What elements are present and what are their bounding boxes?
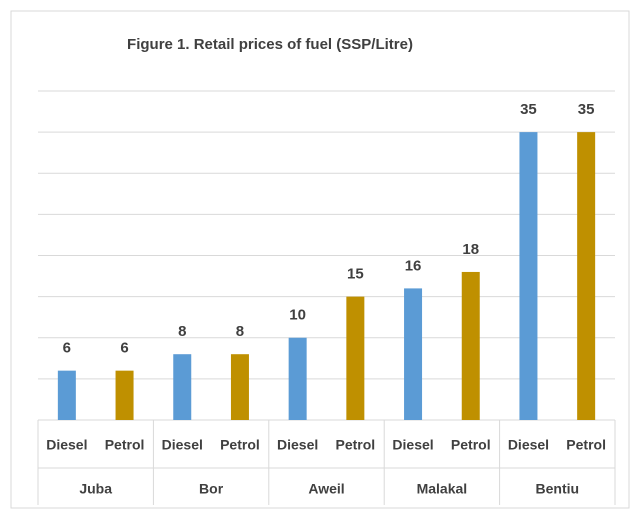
data-label: 15 [347, 266, 364, 283]
x-group-label: Bor [199, 481, 224, 497]
bar [115, 370, 134, 420]
x-tick-label: Diesel [162, 437, 203, 453]
data-label: 35 [578, 101, 595, 118]
data-label: 6 [63, 340, 71, 357]
chart-title: Figure 1. Retail prices of fuel (SSP/Lit… [127, 36, 413, 53]
x-group-label: Aweil [308, 481, 344, 497]
data-label: 8 [236, 323, 244, 340]
data-label: 18 [462, 241, 479, 258]
bar [461, 271, 480, 420]
x-tick-label: Diesel [46, 437, 87, 453]
data-label: 10 [289, 307, 306, 324]
x-tick-label: Petrol [566, 437, 606, 453]
x-group-label: Juba [79, 481, 112, 497]
bar [346, 296, 365, 420]
data-label: 16 [405, 257, 422, 274]
x-tick-label: Diesel [277, 437, 318, 453]
x-tick-label: Petrol [105, 437, 145, 453]
x-tick-label: Diesel [508, 437, 549, 453]
x-tick-label: Petrol [336, 437, 376, 453]
bar [173, 354, 192, 420]
data-label: 6 [120, 340, 128, 357]
data-label: 35 [520, 101, 537, 118]
data-label: 8 [178, 323, 186, 340]
bar [57, 370, 76, 420]
x-group-label: Malakal [417, 481, 468, 497]
x-tick-label: Diesel [392, 437, 433, 453]
bar [519, 132, 538, 420]
bar [577, 132, 596, 420]
x-group-label: Bentiu [536, 481, 580, 497]
bar [230, 354, 249, 420]
x-tick-label: Petrol [220, 437, 260, 453]
bar [288, 337, 307, 420]
x-tick-label: Petrol [451, 437, 491, 453]
chart-frame [10, 10, 630, 509]
bar [404, 288, 423, 420]
